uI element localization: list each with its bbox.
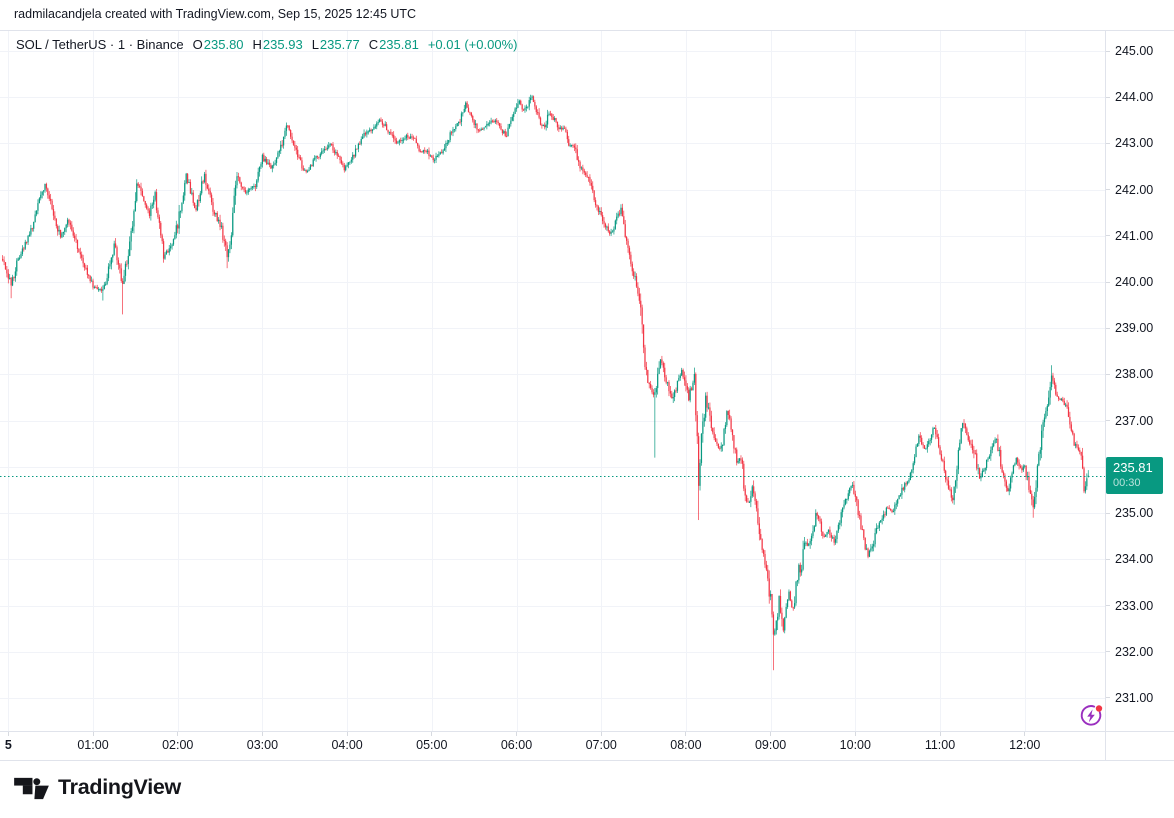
top-divider: [0, 30, 1174, 31]
time-tick-label: 02:00: [162, 738, 194, 752]
change-value: +0.01 (+0.00%): [427, 37, 518, 52]
price-tick-label: 243.00: [1115, 136, 1154, 151]
price-tick-label: 232.00: [1115, 644, 1154, 659]
ohlc-open: O235.80: [192, 37, 244, 52]
last-price-badge: 235.81 00:30: [1106, 457, 1163, 494]
price-tick-label: 245.00: [1115, 44, 1154, 58]
time-scale[interactable]: 5 01:00 02:00 03:00 04:00 05:00 06:00 07:00 08:0…: [0, 732, 1174, 760]
time-tick-label: 03:00: [246, 738, 279, 752]
time-tick-label: 04:00: [331, 738, 363, 752]
candlestick-chart-canvas[interactable]: [0, 31, 1105, 731]
price-tick-mark: [1105, 50, 1110, 52]
price-tick-mark: [1105, 327, 1110, 329]
time-tick-label: 01:00: [77, 738, 109, 752]
time-tick-mark: [600, 732, 602, 736]
price-tick-mark: [1105, 373, 1110, 375]
time-tick-mark: [261, 732, 263, 736]
ohlc-low: L235.77: [311, 37, 360, 52]
price-tick-label: 237.00: [1115, 413, 1154, 428]
time-tick-mark: [854, 732, 856, 736]
price-tick-label: 231.00: [1115, 690, 1154, 705]
footer-divider: [0, 760, 1174, 761]
ohlc-close: C235.81: [368, 37, 419, 52]
price-tick-mark: [1105, 189, 1110, 191]
price-tick-mark: [1105, 235, 1110, 237]
price-tick-label: 234.00: [1115, 552, 1154, 567]
time-tick-label: 12:00: [1009, 738, 1041, 752]
time-tick-label: 09:00: [754, 738, 787, 752]
time-tick-mark: [7, 732, 9, 736]
price-tick-label: 233.00: [1115, 598, 1154, 613]
time-tick-label: 5: [4, 738, 12, 752]
price-tick-label: 240.00: [1115, 275, 1154, 290]
time-tick-mark: [1024, 732, 1026, 736]
price-tick-label: 244.00: [1115, 90, 1154, 105]
price-tick-mark: [1105, 605, 1110, 607]
price-tick-mark: [1105, 512, 1110, 514]
tradingview-logo-mark: [14, 774, 49, 801]
tradingview-logo-text: TradingView: [58, 775, 181, 799]
time-tick-mark: [92, 732, 94, 736]
time-tick-mark: [939, 732, 941, 736]
time-tick-mark: [685, 732, 687, 736]
price-tick-label: 241.00: [1115, 228, 1154, 243]
price-tick-mark: [1105, 281, 1110, 283]
price-scale[interactable]: 245.00 244.00 243.00 242.00 241.00 240.00 239.…: [1105, 31, 1174, 731]
price-tick-mark: [1105, 420, 1110, 422]
price-tick-mark: [1105, 96, 1110, 98]
time-tick-mark: [770, 732, 772, 736]
tradingview-logo[interactable]: TradingView: [14, 774, 181, 801]
last-price-value: 235.81: [1113, 460, 1153, 475]
price-tick-mark: [1105, 697, 1110, 699]
flash-circle-icon[interactable]: [1078, 703, 1104, 729]
time-tick-mark: [516, 732, 517, 736]
price-tick-label: 239.00: [1115, 321, 1154, 336]
time-tick-label: 08:00: [670, 738, 702, 752]
time-tick-label: 06:00: [500, 738, 533, 752]
time-tick-label: 11:00: [924, 738, 956, 752]
bar-countdown: 00:30: [1113, 477, 1141, 489]
price-tick-mark: [1105, 651, 1110, 653]
ohlc-high: H235.93: [252, 37, 303, 52]
attribution-text: radmilacandjela created with TradingView…: [14, 7, 417, 21]
symbol-header: SOL / TetherUS · 1 · Binance O235.80 H235.…: [16, 37, 517, 52]
time-axis-divider: [0, 731, 1174, 732]
price-tick-label: 242.00: [1115, 182, 1154, 197]
time-tick-label: 07:00: [585, 738, 617, 752]
price-tick-label: 238.00: [1115, 367, 1154, 382]
price-axis-divider: [1105, 31, 1106, 760]
time-tick-mark: [346, 732, 348, 736]
time-tick-label: 10:00: [839, 738, 871, 752]
symbol-title[interactable]: SOL / TetherUS · 1 · Binance: [16, 37, 184, 52]
price-tick-mark: [1105, 558, 1110, 560]
time-tick-label: 05:00: [416, 738, 448, 752]
time-tick-mark: [431, 732, 433, 736]
price-tick-label: 235.00: [1115, 506, 1154, 521]
price-tick-mark: [1105, 142, 1110, 144]
time-tick-mark: [177, 732, 179, 736]
